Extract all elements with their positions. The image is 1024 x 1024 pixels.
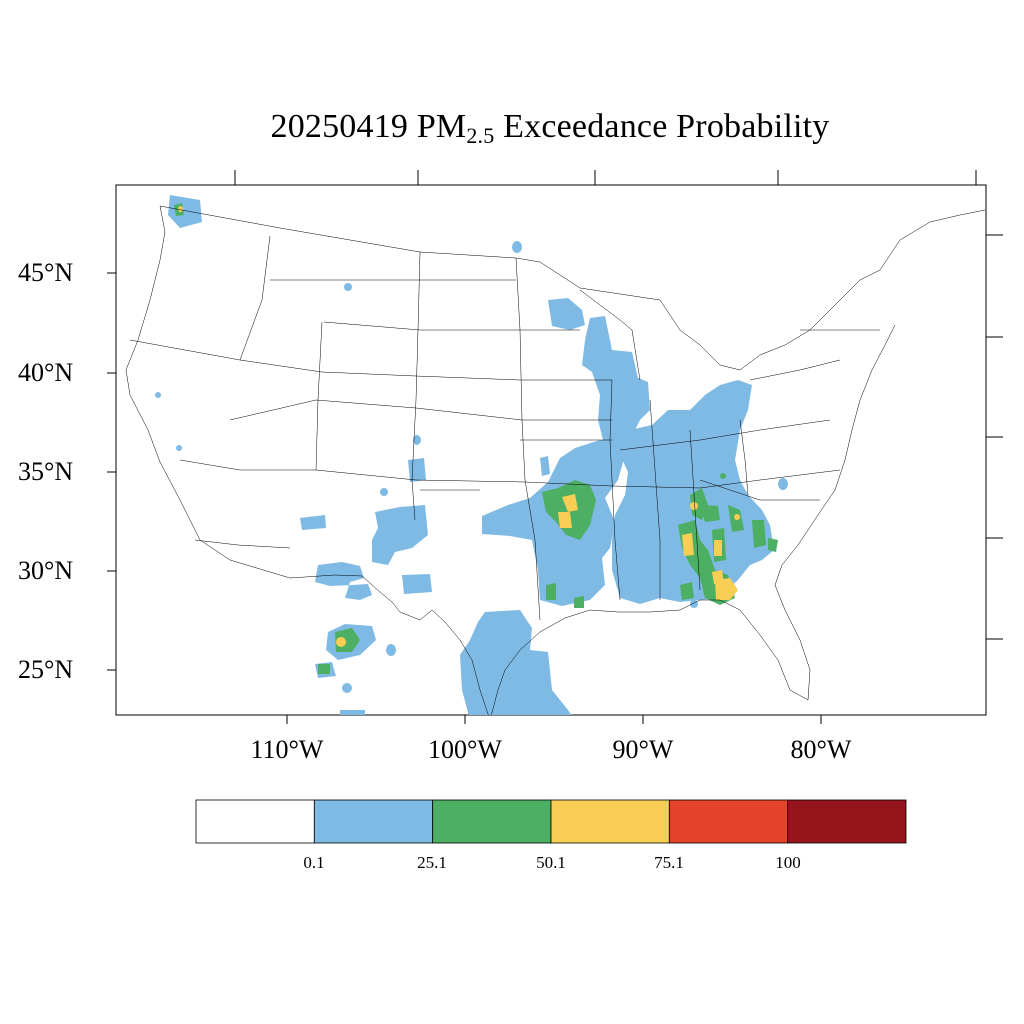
probability-fill-low	[155, 195, 788, 715]
colorbar-label-0: 0.1	[303, 853, 325, 872]
colorbar-swatch-2	[432, 799, 552, 844]
colorbar-swatch-0	[195, 799, 315, 844]
colorbar-swatch-4	[668, 799, 789, 844]
axis-ticks	[107, 170, 1003, 724]
lat-label-45: 45°N	[18, 258, 74, 287]
colorbar-swatch-3	[550, 799, 670, 844]
colorbar-label-3: 75.1	[654, 853, 684, 872]
lon-label-90w: 90°W	[612, 735, 674, 764]
colorbar	[195, 799, 907, 844]
map-title: 20250419 PM2.5 Exceedance Probability	[0, 108, 1024, 149]
lat-label-30: 30°N	[18, 556, 74, 585]
map-frame	[115, 184, 987, 716]
lon-label-80w: 80°W	[790, 735, 852, 764]
lon-label-110w: 110°W	[250, 735, 324, 764]
colorbar-swatch-5	[787, 799, 907, 844]
colorbar-label-2: 50.1	[536, 853, 566, 872]
title-suffix: Exceedance Probability	[503, 108, 830, 145]
lat-label-25: 25°N	[18, 655, 74, 684]
title-species: PM	[416, 108, 467, 145]
map-content	[125, 195, 986, 715]
lat-label-40: 40°N	[18, 358, 74, 387]
lat-label-35: 35°N	[18, 457, 74, 486]
state-boundaries	[125, 205, 986, 715]
colorbar-swatch-1	[313, 799, 434, 844]
lon-label-100w: 100°W	[428, 735, 502, 764]
probability-fill-high	[178, 206, 740, 647]
colorbar-label-4: 100	[775, 853, 801, 872]
title-date: 20250419	[270, 108, 409, 145]
colorbar-label-1: 25.1	[417, 853, 447, 872]
title-species-subscript: 2.5	[466, 123, 495, 148]
